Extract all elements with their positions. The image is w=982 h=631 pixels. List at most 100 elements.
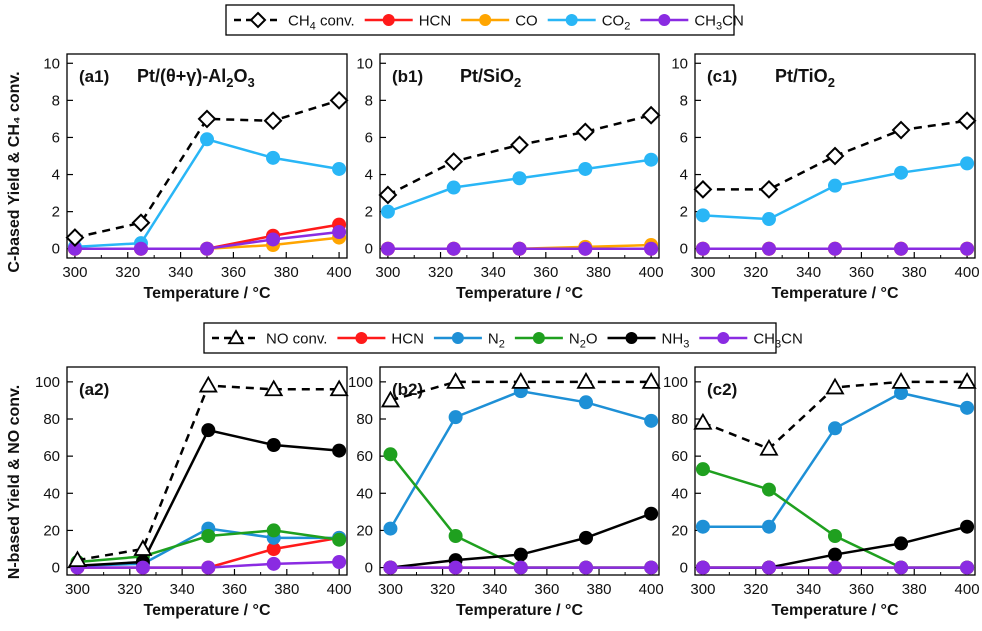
y-tick-label: 60 — [356, 448, 373, 465]
data-point — [695, 560, 710, 575]
data-point — [761, 241, 776, 256]
x-tick-label: 320 — [428, 264, 453, 281]
x-tick-label: 380 — [902, 264, 927, 281]
y-tick-label: 100 — [348, 374, 373, 391]
data-point — [332, 555, 347, 569]
data-point — [576, 372, 596, 389]
x-axis-label: Temperature / °C — [143, 285, 270, 302]
x-tick-label: 400 — [639, 581, 664, 598]
data-point — [960, 156, 975, 171]
data-point — [695, 208, 710, 223]
data-point — [825, 146, 845, 166]
x-tick-label: 320 — [430, 581, 455, 598]
data-point — [448, 560, 463, 575]
plot-frame — [66, 366, 348, 576]
panel-label: (b2) — [392, 380, 423, 399]
x-tick-label: 380 — [274, 264, 299, 281]
legend-item-hcn: HCN — [364, 12, 451, 29]
y-tick-label: 10 — [43, 55, 60, 72]
data-point — [332, 443, 347, 458]
data-point — [644, 560, 659, 575]
data-point — [693, 412, 713, 430]
series-nh3 — [70, 423, 347, 573]
data-point — [644, 152, 659, 167]
data-point — [578, 241, 593, 256]
legend-label: NO conv. — [266, 330, 327, 347]
y-tick-label: 0 — [365, 241, 373, 258]
y-tick-label: 40 — [671, 485, 688, 502]
data-point — [67, 550, 88, 568]
data-point — [825, 377, 845, 395]
legend-item-ch3cn: CH3CN — [640, 12, 744, 32]
data-point — [894, 560, 909, 575]
x-tick-label: 400 — [955, 264, 980, 281]
y-tick-label: 6 — [365, 129, 373, 146]
legend-bottom: NO conv. HCN N2 N2O NH3 CH3CN — [203, 322, 803, 354]
y-tick-label: 20 — [356, 522, 373, 539]
bottom-ylabel: N-based Yield & NO conv. — [6, 385, 23, 579]
data-point — [200, 241, 214, 256]
legend-item-n2o: N2O — [514, 330, 598, 350]
y-tick-label: 2 — [365, 204, 373, 221]
data-point — [329, 90, 349, 110]
data-point — [761, 482, 776, 497]
x-tick-label: 360 — [221, 264, 246, 281]
data-point — [197, 109, 217, 129]
x-tick-label: 360 — [849, 264, 874, 281]
series-co2 — [695, 156, 975, 227]
y-tick-label: 6 — [52, 129, 60, 146]
data-point — [960, 241, 975, 256]
x-tick-label: 400 — [639, 264, 664, 281]
data-point — [65, 228, 85, 248]
data-point — [759, 438, 779, 456]
panel-c1: 300 320 340 360 380 400 0 2 4 6 8 10 Temperature / °… — [671, 53, 980, 302]
top-ylabel: C-based Yield & CH₄ conv. — [6, 71, 23, 272]
y-tick-label: 4 — [365, 167, 373, 184]
y-tick-label: 80 — [356, 411, 373, 428]
y-tick-label: 60 — [671, 448, 688, 465]
data-point — [695, 241, 710, 256]
y-tick-label: 8 — [52, 92, 60, 109]
data-point — [578, 395, 593, 410]
series-ch3cn — [695, 241, 975, 256]
x-tick-label: 300 — [62, 264, 87, 281]
legend-item-n2: N2 — [433, 330, 505, 350]
panel-label: (c2) — [707, 380, 737, 399]
legend-item-hcn: HCN — [337, 330, 424, 347]
legend-label: CO2 — [602, 12, 631, 32]
y-tick-label: 20 — [671, 522, 688, 539]
y-tick-label: 0 — [52, 560, 60, 577]
y-tick-label: 20 — [43, 522, 60, 539]
data-point — [641, 372, 661, 389]
data-point — [957, 111, 977, 131]
data-point — [894, 536, 909, 551]
data-point — [133, 241, 148, 256]
x-tick-label: 300 — [690, 264, 715, 281]
x-tick-label: 340 — [796, 264, 821, 281]
panel-a2: 300 320 340 360 380 400 0 20 40 60 80 100 Temperatur… — [35, 366, 352, 619]
data-point — [513, 547, 528, 562]
data-point — [828, 421, 842, 436]
data-point — [510, 135, 529, 155]
y-tick-label: 100 — [663, 374, 688, 391]
data-point — [201, 560, 216, 575]
panel-title: Pt/SiO2 — [460, 66, 521, 90]
data-point — [894, 241, 909, 256]
data-point — [264, 379, 284, 397]
series-ch3cn — [695, 560, 975, 575]
data-point — [133, 539, 153, 556]
y-tick-label: 6 — [680, 129, 688, 146]
panel-b1: 300 320 340 360 380 400 0 2 4 6 8 10 Temperature / °… — [356, 53, 664, 302]
x-tick-label: 320 — [115, 264, 140, 281]
data-point — [891, 120, 911, 140]
data-point — [266, 438, 281, 452]
data-point — [575, 122, 595, 142]
series-co2 — [380, 152, 659, 219]
legend-label: CH3CN — [753, 330, 802, 350]
series-ch3cn — [70, 555, 347, 575]
data-point — [512, 241, 527, 256]
series-ch3cn — [67, 225, 347, 256]
panel-b2: 300 320 340 360 380 400 0 20 40 60 80 100 Temperatur… — [348, 366, 664, 619]
x-tick-label: 400 — [327, 581, 352, 598]
data-point — [67, 241, 82, 256]
